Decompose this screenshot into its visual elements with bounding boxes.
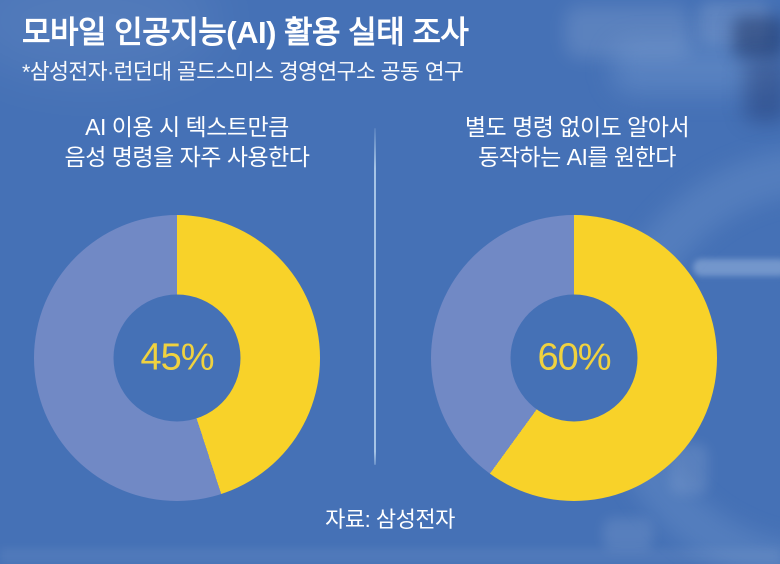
background-cable-shape bbox=[693, 259, 780, 276]
vertical-divider bbox=[374, 128, 376, 465]
donut-center-label: 60% bbox=[537, 336, 611, 379]
chart-question-left: AI 이용 시 텍스트만큼 음성 명령을 자주 사용한다 bbox=[0, 112, 374, 172]
donut-hole: 45% bbox=[113, 294, 241, 422]
background-bottom-band bbox=[0, 548, 780, 564]
header: 모바일 인공지능(AI) 활용 실태 조사 *삼성전자·런던대 골드스미스 경영… bbox=[22, 14, 722, 85]
chart-question-line: AI 이용 시 텍스트만큼 bbox=[85, 114, 289, 140]
donut-center-label: 45% bbox=[140, 336, 214, 379]
background-dark-patch bbox=[733, 16, 780, 58]
chart-question-line: 별도 명령 없이도 알아서 bbox=[464, 114, 690, 140]
source-note: 자료: 삼성전자 bbox=[325, 507, 455, 532]
donut-chart-proactive-ai: 60% bbox=[431, 215, 717, 501]
donut-hole: 60% bbox=[510, 294, 638, 422]
page-subtitle: *삼성전자·런던대 골드스미스 경영연구소 공동 연구 bbox=[22, 60, 464, 84]
chart-question-line: 음성 명령을 자주 사용한다 bbox=[64, 144, 310, 170]
chart-question-right: 별도 명령 없이도 알아서 동작하는 AI를 원한다 bbox=[374, 112, 780, 172]
chart-question-line: 동작하는 AI를 원한다 bbox=[478, 144, 676, 170]
page-title: 모바일 인공지능(AI) 활용 실태 조사 bbox=[22, 15, 469, 50]
donut-chart-voice-command: 45% bbox=[34, 215, 320, 501]
chart-questions-row: AI 이용 시 텍스트만큼 음성 명령을 자주 사용한다 별도 명령 없이도 알… bbox=[0, 112, 780, 172]
